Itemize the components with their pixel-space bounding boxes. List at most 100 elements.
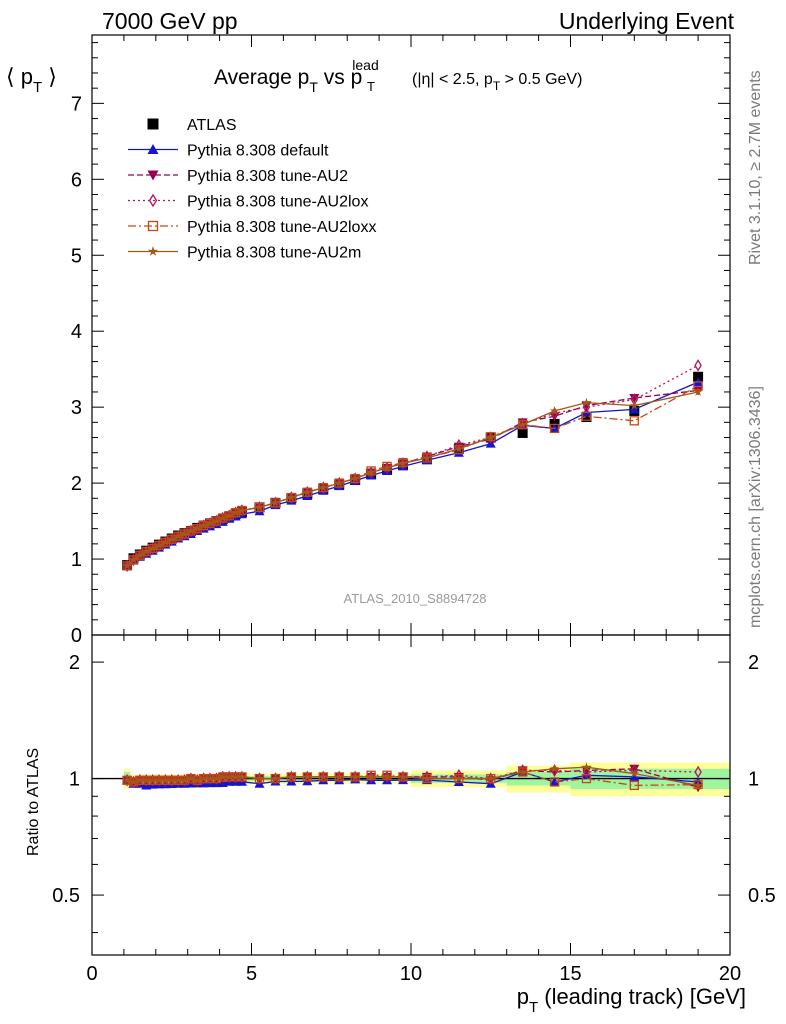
- ratio-series-4-point-23: [318, 771, 328, 781]
- x-axis-label: pT (leading track) [GeV]: [517, 984, 746, 1016]
- legend-label-4: Pythia 8.308 tune-AU2loxx: [187, 219, 376, 236]
- main-y-tick-label-2: 2: [71, 473, 82, 495]
- main-axes: 0 5 10 15 20 0 1 2 3 4 5 6 7 0.5 0.5 1 1 2 2: [52, 34, 776, 985]
- ratio-series-4-point-31: [486, 773, 496, 783]
- series-5-point-12: [198, 520, 209, 530]
- ratio-series-4-point-12: [198, 773, 209, 783]
- ratio-series-2-point-20: [271, 772, 280, 785]
- series-5-point-31: [486, 432, 496, 442]
- series-5-point-30: [454, 443, 464, 453]
- ratio-series-4-point-6: [160, 775, 171, 785]
- main-y-tick-label-3: 3: [71, 397, 82, 419]
- series-5-point-2: [135, 550, 145, 560]
- series-5-point-4: [147, 543, 158, 553]
- series-5-point-26: [366, 467, 376, 477]
- ratio-series-2-point-36: [694, 765, 702, 779]
- ratio-series-4-point-8: [173, 775, 183, 785]
- legend: ATLAS Pythia 8.308 default Pythia 8.308 tu…: [128, 117, 376, 262]
- ratio-series-2-point-29: [423, 770, 431, 784]
- legend-marker-0: [147, 118, 159, 130]
- series-4-point-35: [629, 416, 639, 426]
- ratio-series-3-point-27: [382, 770, 392, 780]
- series-4-point-34: [581, 411, 592, 421]
- main-y-tick-label-7: 7: [71, 93, 82, 115]
- x-tick-label-20: 20: [719, 963, 741, 985]
- legend-marker-3: [148, 193, 158, 208]
- legend-label-5: Pythia 8.308 tune-AU2m: [187, 245, 361, 262]
- series-5-point-25: [350, 473, 360, 483]
- ratio-series-4-point-1: [128, 777, 139, 786]
- series-3-point-21: [287, 491, 296, 504]
- ratio-series-3-point-35: [629, 780, 639, 791]
- ratio-series-4-point-21: [286, 771, 297, 781]
- series-5-point-22: [302, 487, 313, 497]
- legend-marker-5: [147, 246, 159, 256]
- ratio-series-4-point-22: [302, 771, 313, 781]
- ratio-y-tick-label-left-2: 2: [69, 652, 80, 674]
- ratio-series-3-point-33: [549, 777, 560, 787]
- series-5: [122, 387, 703, 570]
- ratio-series-4-point-0: [122, 775, 132, 785]
- legend-marker-1: [147, 144, 159, 154]
- series-2: [122, 386, 704, 571]
- ratio-series-2-point-23: [319, 770, 328, 784]
- ratio-series-4-point-20: [270, 773, 281, 783]
- series-5-point-27: [382, 462, 392, 472]
- ratio-series-4-point-3: [141, 775, 151, 785]
- series-line-4: [126, 385, 699, 567]
- series-0-point-32: [517, 427, 528, 438]
- series-5-point-15: [218, 513, 228, 523]
- ratio-series-4-point-2: [135, 775, 145, 785]
- legend-marker-4: [147, 220, 159, 232]
- ratio-series-4-point-34: [581, 762, 592, 772]
- legend-label-3: Pythia 8.308 tune-AU2lox: [187, 194, 368, 211]
- series-5-point-36: [693, 387, 703, 396]
- ratio-series-4-point-36: [693, 780, 703, 790]
- ratio-series-4-point-29: [422, 773, 432, 783]
- legend-label-0: ATLAS: [187, 117, 237, 134]
- x-tick-label-0: 0: [86, 963, 97, 985]
- series-3-point-25: [351, 472, 359, 485]
- series-3-point-22: [303, 485, 312, 499]
- ratio-series-2-point-21: [287, 770, 296, 784]
- ratio-series-4-point-15: [218, 771, 228, 781]
- ratio-series-4-point-27: [382, 771, 392, 781]
- ratio-series-4-point-5: [154, 775, 164, 785]
- series-5-point-32: [517, 419, 528, 429]
- ratio-series-2-point-24: [335, 770, 343, 784]
- series-3-point-19: [255, 501, 264, 514]
- series-5-point-24: [334, 478, 344, 488]
- main-title-subscript: T: [367, 79, 375, 94]
- series-5-point-9: [179, 529, 190, 538]
- series-2-point-35: [629, 394, 640, 404]
- series-3-point-28: [399, 457, 407, 470]
- ratio-series-4-point-33: [549, 763, 560, 773]
- legend-label-1: Pythia 8.308 default: [187, 143, 329, 160]
- main-y-tick-label-6: 6: [71, 169, 82, 191]
- series-line-5: [126, 391, 699, 567]
- main-title-cut: (|η| < 2.5, pT > 0.5 GeV): [412, 71, 582, 93]
- ratio-series-4-point-16: [224, 771, 234, 781]
- series-1-point-35: [629, 404, 640, 414]
- series-5-point-6: [160, 537, 171, 547]
- series-5-point-5: [154, 540, 164, 550]
- series-3-point-24: [335, 476, 343, 490]
- ratio-series-4-point-35: [629, 768, 640, 778]
- ratio-y-tick-label-right-1: 1: [748, 769, 759, 791]
- ratio-series-2-point-22: [303, 770, 312, 784]
- series-5-point-17: [230, 507, 241, 517]
- series-5-point-23: [318, 482, 328, 492]
- series-line-2: [126, 389, 699, 567]
- ratio-y-tick-label-left-1: 1: [69, 769, 80, 791]
- series-5-point-1: [128, 554, 139, 564]
- ratio-series-3-point-26: [366, 770, 376, 780]
- ratio-y-tick-label-right-0.5: 0.5: [748, 885, 776, 907]
- ratio-series-4-point-32: [517, 767, 528, 776]
- main-y-tick-label-1: 1: [71, 549, 82, 571]
- series-5-point-7: [167, 534, 177, 544]
- series-5-point-11: [192, 523, 202, 533]
- series-0-point-36: [693, 371, 704, 382]
- series-5-point-10: [186, 525, 196, 535]
- series-5-point-21: [286, 492, 297, 502]
